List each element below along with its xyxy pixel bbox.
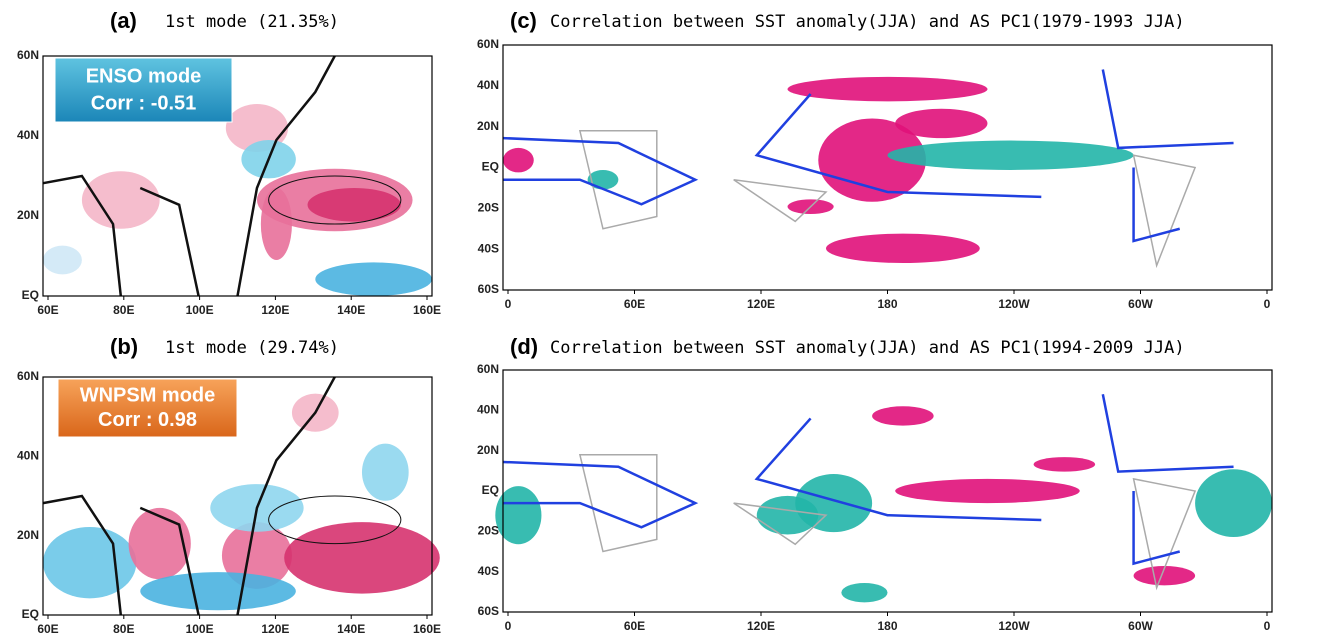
anomaly-shading <box>503 147 534 173</box>
y-tick-label: 40N <box>17 449 39 463</box>
anomaly-shading <box>1195 469 1273 537</box>
y-tick-label: 60N <box>17 369 39 383</box>
map-frame <box>42 55 433 297</box>
x-tick-label: 160E <box>413 622 441 636</box>
y-tick-label: 40N <box>477 78 499 92</box>
x-tick-label: 120W <box>998 297 1030 311</box>
x-tick-label: 80E <box>113 303 134 317</box>
panel-label: (b) <box>110 334 138 359</box>
continent-outline <box>578 453 1197 591</box>
x-tick-label: 180 <box>877 297 897 311</box>
x-tick-label: 120W <box>998 619 1030 633</box>
anomaly-shading <box>787 76 988 102</box>
anomaly-shading <box>895 108 988 139</box>
anomaly-shading <box>1033 457 1096 472</box>
x-tick-label: 0 <box>1264 297 1271 311</box>
legend-box <box>57 378 238 438</box>
y-tick-label: 20N <box>477 443 499 457</box>
y-tick-label: 60N <box>17 48 39 62</box>
region-outline <box>502 393 1234 566</box>
x-tick-label: 160E <box>413 303 441 317</box>
y-tick-label: 20S <box>478 524 499 538</box>
x-tick-label: 60W <box>1128 297 1153 311</box>
y-tick-label: EQ <box>482 483 499 497</box>
panel-label: (c) <box>510 8 537 33</box>
panel-label: (a) <box>110 8 137 33</box>
x-tick-label: 0 <box>1264 619 1271 633</box>
anomaly-shading <box>225 104 289 152</box>
x-tick-label: 120E <box>261 303 289 317</box>
anomaly-shading <box>43 526 137 599</box>
anomaly-shading <box>221 522 292 589</box>
x-tick-label: 60E <box>624 297 645 311</box>
panel-title: 1st mode (29.74%) <box>165 338 339 358</box>
x-tick-label: 60W <box>1128 619 1153 633</box>
x-tick-label: 100E <box>186 622 214 636</box>
box-text: Corr : -0.51 <box>91 92 197 114</box>
y-tick-label: 20S <box>478 201 499 215</box>
coastline <box>42 376 336 616</box>
anomaly-shading <box>495 486 542 545</box>
anomaly-shading <box>284 522 440 594</box>
map-frame <box>42 376 433 616</box>
y-tick-label: 20N <box>477 119 499 133</box>
y-tick-label: 60S <box>478 604 499 618</box>
anomaly-shading <box>1133 566 1196 586</box>
x-tick-label: 60E <box>624 619 645 633</box>
anomaly-shading <box>260 188 292 260</box>
panel-title: 1st mode (21.35%) <box>165 12 339 32</box>
panel-title: Correlation between SST anomaly(JJA) and… <box>550 12 1185 32</box>
anomaly-shading <box>128 507 191 580</box>
anomaly-shading <box>361 443 409 501</box>
x-tick-label: 60E <box>37 303 58 317</box>
y-tick-label: 20N <box>17 208 39 222</box>
x-tick-label: 80E <box>113 622 134 636</box>
box-text: WNPSM mode <box>80 385 216 407</box>
x-tick-label: 0 <box>505 619 512 633</box>
y-tick-label: EQ <box>22 288 39 302</box>
contour <box>268 495 402 545</box>
x-tick-label: 60E <box>37 622 58 636</box>
anomaly-shading <box>895 478 1080 504</box>
x-tick-label: 0 <box>505 297 512 311</box>
anomaly-shading <box>140 572 296 611</box>
y-tick-label: EQ <box>482 160 499 174</box>
continent-outline <box>578 130 1197 269</box>
y-tick-label: 40N <box>17 128 39 142</box>
y-tick-label: 20N <box>17 528 39 542</box>
anomaly-shading <box>825 233 980 264</box>
y-tick-label: 40S <box>478 564 499 578</box>
anomaly-shading <box>872 406 934 426</box>
region-outline <box>502 69 1234 243</box>
anomaly-shading <box>307 188 401 222</box>
anomaly-shading <box>756 495 819 535</box>
y-tick-label: EQ <box>22 607 39 621</box>
y-tick-label: 60N <box>477 362 499 376</box>
panel-title: Correlation between SST anomaly(JJA) and… <box>550 338 1185 358</box>
x-tick-label: 140E <box>337 303 365 317</box>
x-tick-label: 120E <box>261 622 289 636</box>
box-text: Corr : 0.98 <box>98 409 197 431</box>
x-tick-label: 100E <box>186 303 214 317</box>
y-tick-label: 40N <box>477 403 499 417</box>
x-tick-label: 120E <box>747 297 775 311</box>
y-tick-label: 60S <box>478 282 499 296</box>
x-tick-label: 180 <box>877 619 897 633</box>
anomaly-shading <box>887 140 1134 170</box>
box-text: ENSO mode <box>86 65 202 87</box>
coastline <box>42 55 336 297</box>
legend-box <box>54 57 233 123</box>
x-tick-label: 140E <box>337 622 365 636</box>
y-tick-label: 60N <box>477 37 499 51</box>
y-tick-label: 40S <box>478 241 499 255</box>
anomaly-shading <box>841 582 888 603</box>
anomaly-shading <box>43 245 82 275</box>
panel-label: (d) <box>510 334 538 359</box>
contour <box>268 175 402 225</box>
anomaly-shading <box>315 262 432 297</box>
anomaly-shading <box>81 171 160 229</box>
x-tick-label: 120E <box>747 619 775 633</box>
